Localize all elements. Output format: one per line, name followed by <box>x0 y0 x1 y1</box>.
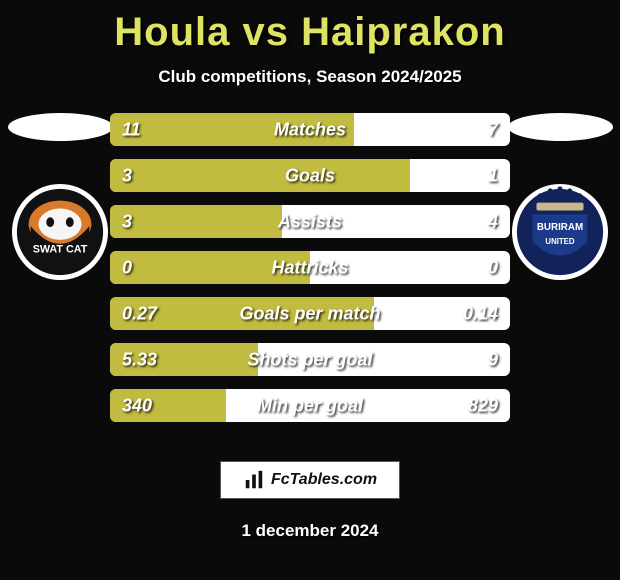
stat-left-value: 0 <box>122 257 132 278</box>
buriram-icon: BURIRAM UNITED <box>511 183 609 281</box>
stat-row: 31Goals <box>110 159 510 192</box>
stat-bars: 117Matches31Goals34Assists00Hattricks0.2… <box>110 113 510 435</box>
stat-right-value: 7 <box>488 119 498 140</box>
compare-area: SWAT CAT BURIRAM UNITED 117Matches31Goal… <box>0 113 620 443</box>
chart-icon <box>243 469 265 491</box>
ellipse-decor <box>508 113 613 141</box>
stat-left-value: 3 <box>122 211 132 232</box>
stat-right-value: 4 <box>488 211 498 232</box>
stat-left-value: 11 <box>122 119 141 140</box>
page-title: Houla vs Haiprakon <box>0 0 620 55</box>
subtitle: Club competitions, Season 2024/2025 <box>0 67 620 87</box>
stat-row: 5.339Shots per goal <box>110 343 510 376</box>
bar-fill <box>110 159 410 192</box>
stat-right-value: 829 <box>468 395 498 416</box>
left-club-logo: SWAT CAT <box>11 183 109 281</box>
bar-fill <box>110 205 282 238</box>
stat-right-value: 1 <box>488 165 498 186</box>
right-club-logo: BURIRAM UNITED <box>511 183 609 281</box>
left-player-col: SWAT CAT <box>0 113 120 281</box>
stat-right-value: 0 <box>488 257 498 278</box>
brand-box[interactable]: FcTables.com <box>220 461 400 499</box>
svg-text:SWAT CAT: SWAT CAT <box>33 244 88 256</box>
stat-row: 117Matches <box>110 113 510 146</box>
swat-cat-icon: SWAT CAT <box>11 183 109 281</box>
stat-right-value: 9 <box>488 349 498 370</box>
stat-row: 34Assists <box>110 205 510 238</box>
ellipse-decor <box>8 113 113 141</box>
bar-fill <box>110 113 354 146</box>
stat-left-value: 340 <box>122 395 152 416</box>
stat-left-value: 0.27 <box>122 303 157 324</box>
stat-right-value: 0.14 <box>463 303 498 324</box>
brand-text: FcTables.com <box>271 471 377 489</box>
stat-row: 00Hattricks <box>110 251 510 284</box>
stat-left-value: 3 <box>122 165 132 186</box>
stat-row: 0.270.14Goals per match <box>110 297 510 330</box>
date-line: 1 december 2024 <box>0 521 620 541</box>
right-player-col: BURIRAM UNITED <box>500 113 620 281</box>
svg-text:BURIRAM: BURIRAM <box>537 222 583 233</box>
stat-left-value: 5.33 <box>122 349 157 370</box>
bar-fill <box>110 251 310 284</box>
svg-text:UNITED: UNITED <box>545 237 574 246</box>
stat-row: 340829Min per goal <box>110 389 510 422</box>
